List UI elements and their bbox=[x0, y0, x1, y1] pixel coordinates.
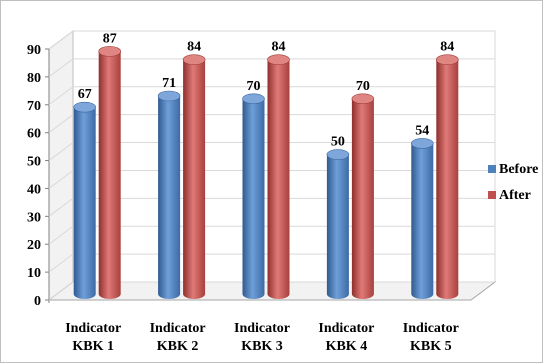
bar-top bbox=[326, 149, 350, 160]
y-tick-label: 60 bbox=[27, 127, 41, 142]
x-tick-label-line: KBK 2 bbox=[157, 339, 199, 354]
data-label: 50 bbox=[331, 135, 345, 150]
x-tick-label: Indicator KBK 4 bbox=[318, 321, 374, 354]
legend-label-before: Before bbox=[499, 162, 538, 177]
bar-top bbox=[182, 54, 206, 66]
x-tick-label-line: KBK 1 bbox=[72, 339, 114, 354]
bar-after: 84 bbox=[435, 40, 459, 299]
side-wall bbox=[48, 30, 74, 301]
data-label: 84 bbox=[440, 40, 454, 55]
y-tick-label: 40 bbox=[27, 182, 41, 197]
bars: 67 87 71 84 70 84 50 70 54 84 bbox=[73, 31, 459, 300]
y-tick-label: 10 bbox=[27, 266, 41, 281]
gridline bbox=[48, 86, 495, 106]
legend-label-after: After bbox=[499, 188, 531, 203]
y-tick-label: 30 bbox=[27, 210, 41, 225]
bar-body bbox=[436, 59, 459, 299]
bar-body bbox=[326, 154, 349, 299]
bar-after: 70 bbox=[351, 79, 375, 300]
y-tick-label: 50 bbox=[27, 155, 41, 170]
x-tick-label-line: KBK 4 bbox=[326, 339, 368, 354]
bar-top bbox=[157, 90, 181, 102]
bar-before: 67 bbox=[73, 87, 96, 300]
bar-after: 84 bbox=[267, 40, 290, 299]
bar-top bbox=[351, 93, 375, 105]
data-label: 70 bbox=[247, 79, 261, 94]
bar-body bbox=[158, 95, 181, 299]
bar-top bbox=[267, 54, 290, 66]
y-tick-label: 90 bbox=[27, 43, 41, 58]
y-tick-label: 20 bbox=[27, 238, 41, 253]
x-tick-label-line: KBK 3 bbox=[241, 339, 283, 354]
bar-top bbox=[242, 93, 265, 105]
bar-before: 71 bbox=[157, 76, 181, 299]
x-tick-label: Indicator KBK 1 bbox=[65, 321, 121, 354]
bar-before: 70 bbox=[242, 79, 265, 300]
bar-body bbox=[242, 98, 265, 300]
y-tick-label: 80 bbox=[27, 71, 41, 86]
x-tick-label: Indicator KBK 3 bbox=[234, 321, 290, 354]
bar-body bbox=[411, 143, 434, 299]
x-tick-label-line: Indicator bbox=[65, 321, 121, 336]
legend-swatch-after bbox=[488, 191, 496, 199]
bar-after: 84 bbox=[182, 40, 206, 299]
x-tick-label-line: Indicator bbox=[318, 321, 374, 336]
y-tick-label: 70 bbox=[27, 99, 41, 114]
x-tick-label: Indicator KBK 2 bbox=[150, 321, 206, 354]
x-tick-label-line: Indicator bbox=[234, 321, 290, 336]
data-label: 70 bbox=[356, 79, 370, 94]
data-label: 84 bbox=[187, 40, 201, 55]
x-tick-label-line: Indicator bbox=[403, 321, 459, 336]
y-tick-label: 0 bbox=[34, 294, 41, 309]
gridline bbox=[48, 30, 495, 50]
bar-body bbox=[351, 98, 374, 300]
x-tick-label-line: Indicator bbox=[150, 321, 206, 336]
bar-top bbox=[410, 138, 434, 149]
data-label: 67 bbox=[78, 87, 92, 102]
legend-swatch-before bbox=[488, 165, 496, 173]
x-axis: Indicator KBK 1 Indicator KBK 2 Indicator KBK… bbox=[65, 321, 459, 354]
legend: Before After bbox=[488, 162, 538, 203]
bar-top bbox=[73, 101, 96, 113]
data-label: 54 bbox=[415, 123, 429, 138]
x-tick-label-line: KBK 5 bbox=[410, 339, 452, 354]
x-tick-label: Indicator KBK 5 bbox=[403, 321, 459, 354]
bar-top bbox=[435, 54, 459, 66]
gridline bbox=[48, 58, 495, 78]
bar-body bbox=[73, 107, 96, 300]
data-label: 71 bbox=[162, 76, 176, 91]
bar-before: 50 bbox=[326, 135, 350, 299]
bar-after: 87 bbox=[98, 31, 121, 299]
bar-body bbox=[183, 59, 206, 299]
data-label: 84 bbox=[272, 40, 286, 55]
bar-top bbox=[98, 46, 121, 57]
y-axis: 0 10 20 30 40 50 60 70 80 90 bbox=[27, 43, 49, 309]
bar-body bbox=[98, 51, 121, 299]
bar-body bbox=[267, 59, 290, 299]
bar-before: 54 bbox=[410, 123, 434, 299]
data-label: 87 bbox=[103, 31, 117, 46]
